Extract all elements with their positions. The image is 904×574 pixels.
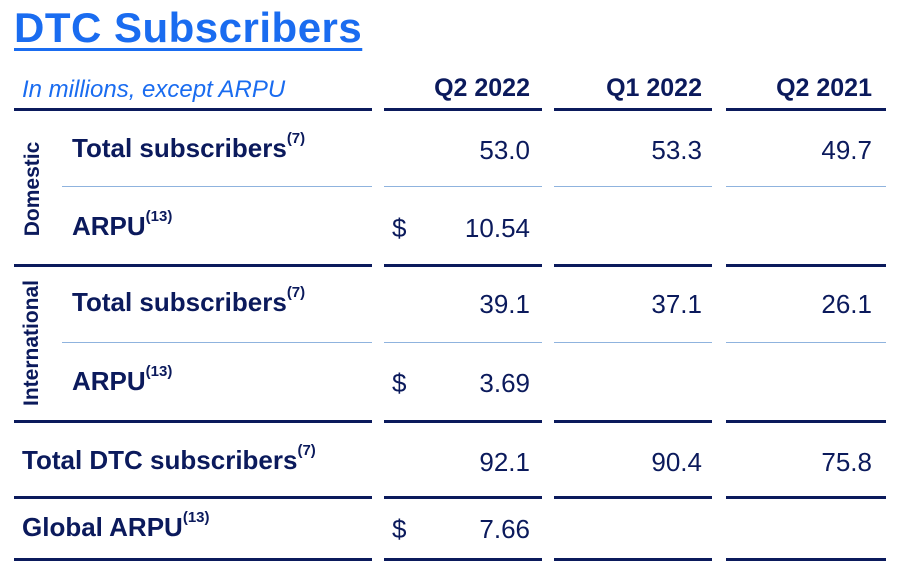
section-rule <box>14 420 372 423</box>
row-label-international-arpu: ARPU(13) <box>72 363 173 396</box>
section-rule <box>14 264 372 267</box>
cell-domestic-subs-q1-2022: 53.3 <box>651 135 702 165</box>
row-label-global-arpu: Global ARPU(13) <box>22 509 210 542</box>
column-header-q2-2022: Q2 2022 <box>434 74 530 102</box>
row-divider <box>384 186 542 187</box>
table-subtitle: In millions, except ARPU <box>22 76 286 103</box>
bottom-rule <box>726 558 886 561</box>
row-label-domestic-total-subscribers: Total subscribers(7) <box>72 130 306 163</box>
section-rule <box>554 264 712 267</box>
section-rule <box>726 496 886 499</box>
section-rule <box>14 496 372 499</box>
cell-domestic-subs-q2-2021: 49.7 <box>821 135 872 165</box>
row-divider <box>726 186 886 187</box>
cell-international-subs-q1-2022: 37.1 <box>651 289 702 319</box>
currency-symbol: $ <box>392 514 407 544</box>
section-rule <box>554 420 712 423</box>
section-rule <box>384 496 542 499</box>
row-divider <box>726 342 886 343</box>
header-rule <box>384 108 542 111</box>
bottom-rule <box>384 558 542 561</box>
row-label-total-dtc-subscribers: Total DTC subscribers(7) <box>22 442 316 475</box>
row-divider <box>384 342 542 343</box>
row-divider <box>554 342 712 343</box>
cell-total-dtc-q2-2021: 75.8 <box>821 447 872 477</box>
cell-international-arpu-q2-2022: 3.69 <box>479 368 530 398</box>
currency-symbol: $ <box>392 213 407 243</box>
section-rule <box>384 264 542 267</box>
row-divider <box>62 186 372 187</box>
header-rule <box>14 108 372 111</box>
column-header-q1-2022: Q1 2022 <box>606 74 702 102</box>
section-label-international: International <box>20 280 43 407</box>
currency-symbol: $ <box>392 368 407 398</box>
cell-international-subs-q2-2021: 26.1 <box>821 289 872 319</box>
row-divider <box>62 342 372 343</box>
row-label-international-total-subscribers: Total subscribers(7) <box>72 284 306 317</box>
cell-total-dtc-q2-2022: 92.1 <box>479 447 530 477</box>
header-rule <box>554 108 712 111</box>
cell-international-subs-q2-2022: 39.1 <box>479 289 530 319</box>
section-rule <box>554 496 712 499</box>
section-label-domestic: Domestic <box>21 141 44 237</box>
cell-total-dtc-q1-2022: 90.4 <box>651 447 702 477</box>
section-rule <box>726 420 886 423</box>
header-rule <box>726 108 886 111</box>
cell-global-arpu-q2-2022: 7.66 <box>479 514 530 544</box>
section-rule <box>384 420 542 423</box>
row-divider <box>554 186 712 187</box>
section-rule <box>726 264 886 267</box>
column-header-q2-2021: Q2 2021 <box>776 74 872 102</box>
cell-domestic-subs-q2-2022: 53.0 <box>479 135 530 165</box>
bottom-rule <box>14 558 372 561</box>
page-title: DTC Subscribers <box>14 4 363 51</box>
cell-domestic-arpu-q2-2022: 10.54 <box>464 213 530 243</box>
bottom-rule <box>554 558 712 561</box>
row-label-domestic-arpu: ARPU(13) <box>72 208 173 241</box>
